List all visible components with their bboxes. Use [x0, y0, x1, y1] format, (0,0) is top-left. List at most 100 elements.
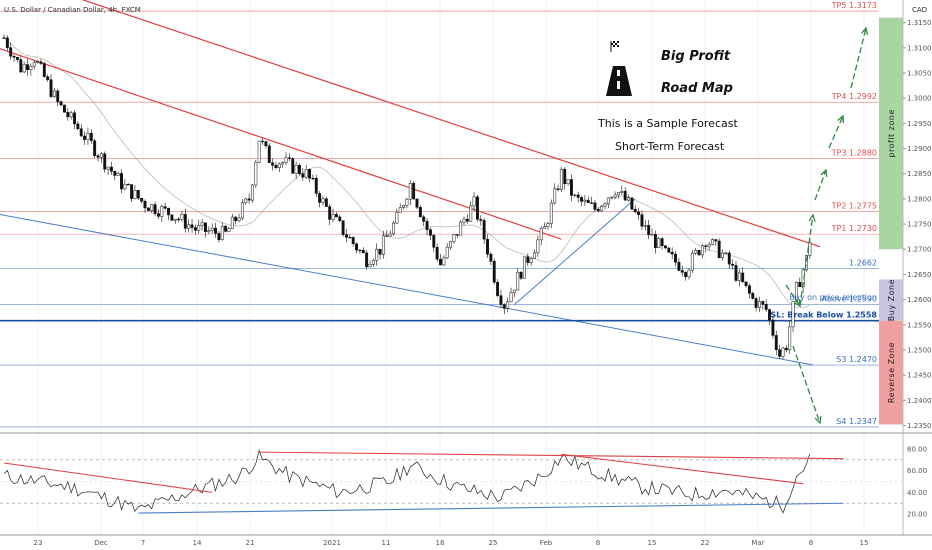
candle-body	[207, 230, 211, 232]
candle-body	[385, 235, 389, 237]
x-tick-label: Mar	[751, 539, 764, 547]
candle-body	[341, 220, 345, 235]
candle-body	[52, 90, 56, 97]
candle-body	[375, 248, 379, 261]
oscillator-panel: 80.00 60.00 40.00 20.00	[0, 445, 927, 519]
candle-body	[197, 225, 201, 231]
candle-body	[234, 216, 238, 221]
level-label: TP5 1.3173	[831, 1, 877, 10]
candle-body	[12, 55, 16, 58]
candle-body	[586, 199, 590, 204]
candle-body	[590, 202, 594, 204]
candle-body	[731, 263, 735, 266]
candle-body	[308, 169, 312, 179]
moving-average-line	[3, 37, 810, 309]
levels: TP5 1.3173 TP4 1.2992 TP3 1.2880 TP2 1.2775…	[0, 1, 879, 428]
candle-body	[153, 204, 157, 214]
candle-body	[136, 190, 140, 199]
candle-body	[412, 183, 416, 200]
candle-body	[5, 37, 9, 48]
candle-body	[361, 249, 365, 254]
y-tick-label: 1.24500	[907, 372, 932, 380]
zones: profit zone Buy Zone Reverse Zone	[879, 17, 903, 425]
upper-resistance-trendline	[81, 0, 821, 248]
candle-body	[462, 218, 466, 223]
candle-body	[190, 224, 194, 228]
candle-body	[251, 184, 254, 201]
osc-tick-label: 80.00	[907, 445, 927, 453]
candle-body	[227, 228, 231, 232]
candle-body	[46, 76, 50, 80]
candle-body	[224, 225, 228, 232]
candle-body	[459, 221, 463, 236]
candle-body	[365, 252, 369, 268]
candle-body	[496, 281, 500, 296]
candle-body	[754, 298, 758, 308]
candle-body	[398, 207, 402, 213]
candle-body	[563, 168, 567, 185]
candle-body	[69, 112, 73, 118]
forecast-arrow-tp4-head	[837, 114, 844, 124]
candle-body	[674, 253, 677, 263]
candle-body	[516, 271, 520, 291]
candle-body	[240, 202, 244, 219]
y-tick-label: 1.31000	[907, 44, 932, 52]
candle-body	[26, 64, 29, 70]
candle-body	[788, 326, 792, 351]
candle-body	[465, 218, 469, 222]
short-term-note: Short-Term Forecast	[615, 140, 725, 153]
chart-title: U.S. Dollar / Canadian Dollar, 4h, FXCM	[4, 6, 141, 14]
candle-body	[2, 37, 6, 39]
candle-body	[596, 209, 600, 212]
candle-body	[106, 166, 110, 170]
y-tick-label: 1.31500	[907, 19, 932, 27]
currency-label: CAD	[912, 6, 927, 14]
candle-body	[647, 225, 651, 236]
candle-body	[15, 56, 19, 60]
osc-tick-label: 20.00	[907, 511, 927, 519]
candle-body	[143, 200, 147, 209]
osc-resistance-3	[561, 453, 804, 485]
x-tick-label: 11	[382, 539, 391, 547]
candle-body	[311, 177, 315, 180]
x-tick-label: 8	[596, 539, 600, 547]
candle-body	[264, 141, 268, 147]
candle-body	[603, 203, 607, 207]
candle-body	[220, 225, 224, 241]
osc-resistance-2	[259, 451, 844, 460]
candle-body	[405, 199, 409, 206]
candle-body	[711, 239, 714, 245]
candle-body	[9, 47, 13, 57]
candle-body	[522, 256, 526, 279]
zone-band	[879, 17, 903, 250]
candle-body	[784, 347, 788, 351]
y-tick-label: 1.30500	[907, 70, 932, 78]
osc-support-line	[138, 502, 844, 514]
candle-body	[583, 199, 587, 202]
candle-body	[761, 301, 765, 305]
candle-body	[314, 177, 318, 194]
candle-body	[677, 261, 681, 271]
osc-tick-label: 60.00	[907, 467, 927, 475]
support-trendline	[0, 213, 814, 366]
candle-body	[559, 168, 563, 190]
level-label: TP2 1.2775	[831, 201, 877, 210]
candle-body	[630, 197, 634, 210]
candle-body	[392, 222, 395, 235]
candle-body	[204, 222, 207, 232]
candle-body	[499, 295, 503, 305]
candle-body	[778, 349, 782, 357]
forecast-arrow-tp3	[814, 169, 827, 201]
candle-body	[475, 196, 479, 220]
candle-body	[418, 207, 422, 218]
candle-body	[556, 188, 560, 190]
candle-body	[22, 64, 26, 73]
candle-body	[512, 289, 516, 293]
checkered-flag-icon	[610, 41, 619, 52]
zone-band	[879, 320, 903, 425]
candle-body	[378, 248, 382, 255]
candle-body	[170, 214, 174, 221]
candle-body	[49, 79, 53, 97]
forecast-arrow-tp5	[850, 27, 867, 89]
